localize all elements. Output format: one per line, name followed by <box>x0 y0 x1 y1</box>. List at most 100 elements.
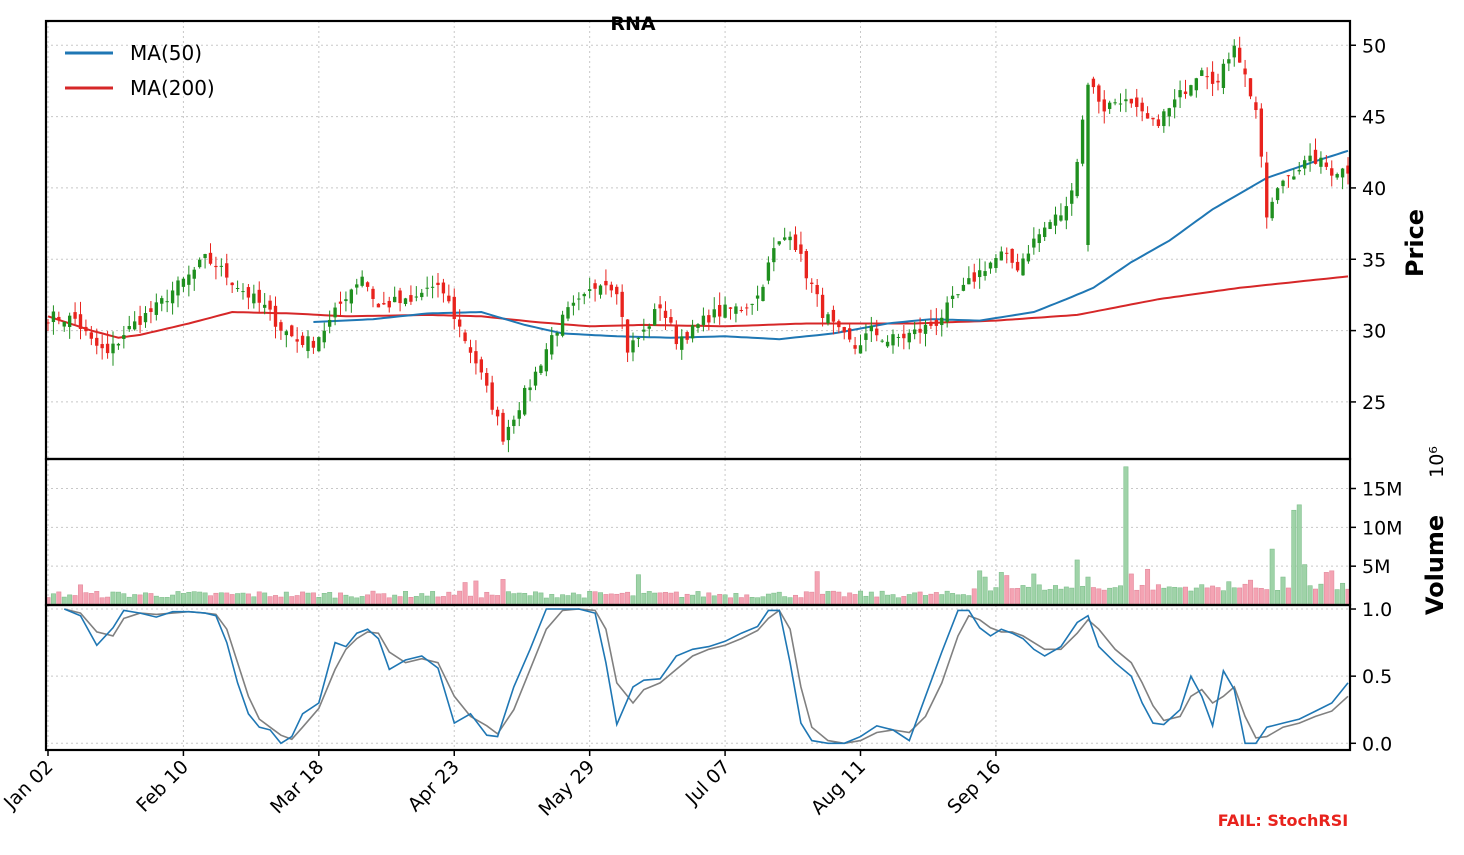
volume-bar <box>933 592 939 606</box>
volume-bar <box>1155 584 1161 606</box>
candle <box>214 256 218 280</box>
volume-bar <box>170 594 176 606</box>
legend-label-ma200: MA(200) <box>130 76 215 100</box>
candle <box>127 315 131 332</box>
volume-bar <box>446 591 452 606</box>
candle <box>945 296 949 328</box>
candle <box>57 311 61 325</box>
candle-body <box>577 298 581 300</box>
volume-bar <box>316 597 322 606</box>
volume-bar <box>625 591 631 606</box>
candle-body <box>1302 160 1307 169</box>
candle-body <box>815 284 819 295</box>
candle-body <box>858 345 863 354</box>
volume-bar <box>684 593 690 606</box>
volume-bar <box>413 596 419 606</box>
volume-bar <box>229 594 235 606</box>
volume-bar <box>294 595 300 606</box>
candle <box>290 324 294 338</box>
candle-body <box>365 282 370 287</box>
candle <box>788 231 792 251</box>
candle-body <box>988 262 993 269</box>
candle <box>51 305 56 335</box>
volume-bar <box>977 570 983 606</box>
candle <box>560 310 565 338</box>
candle-body <box>322 330 326 343</box>
price-tick-label: 35 <box>1362 249 1386 271</box>
candle <box>837 319 841 334</box>
candle-body <box>885 341 890 347</box>
volume-bar <box>1139 584 1145 606</box>
date-tick-label: Jul 07 <box>681 756 735 810</box>
candle-body <box>902 333 906 339</box>
axis-layer: 25 30 35 40 45 50 5M 10M 15M 0.0 0.5 1.0 Jan 02 Feb 1… <box>0 35 1403 820</box>
volume-bar <box>343 594 349 606</box>
volume-bar <box>1118 585 1123 606</box>
volume-bar <box>424 595 430 606</box>
candle-body <box>912 329 917 335</box>
candle-body <box>203 254 207 259</box>
volume-bar <box>1025 586 1031 606</box>
candle <box>842 326 846 340</box>
price-tick-label: 50 <box>1362 35 1386 57</box>
candle-body <box>717 305 722 317</box>
candle <box>1135 88 1139 117</box>
candle-body <box>923 324 928 334</box>
candle <box>273 296 278 339</box>
candle-body <box>279 322 283 331</box>
volume-bar <box>310 592 316 606</box>
candle-body <box>1232 45 1236 58</box>
candle-body <box>306 336 310 352</box>
volume-bar <box>110 591 116 606</box>
volume-bar <box>1285 587 1291 606</box>
candle <box>815 279 819 307</box>
volume-bar <box>153 595 159 606</box>
candle-body <box>230 282 234 286</box>
candle-body <box>67 315 72 328</box>
volume-bar <box>576 594 582 606</box>
volume-bar <box>67 594 73 606</box>
candle-body <box>176 280 180 296</box>
candle-body <box>961 284 966 291</box>
volume-bar <box>592 591 598 606</box>
volume-bar <box>365 594 371 606</box>
volume-bar <box>137 594 143 606</box>
candle <box>474 340 478 375</box>
candle <box>501 409 505 445</box>
candle <box>463 329 467 344</box>
candle-body <box>46 322 50 324</box>
candle-body <box>62 321 66 327</box>
volume-bar <box>208 595 213 606</box>
volume-bar <box>489 594 495 606</box>
candle <box>1259 103 1264 168</box>
candle-body <box>181 278 186 287</box>
candle <box>230 282 234 293</box>
candle-body <box>1032 238 1036 248</box>
volume-bar <box>1166 586 1172 606</box>
candle-body <box>1237 47 1242 63</box>
candle-body <box>235 288 240 290</box>
volume-bar <box>1053 585 1058 606</box>
volume-bar <box>83 592 89 606</box>
candle-body <box>474 351 478 364</box>
candle-body <box>225 263 229 278</box>
candle-body <box>571 302 576 306</box>
candle-body <box>1091 78 1096 88</box>
volume-bar <box>61 596 67 606</box>
candle <box>723 296 727 319</box>
volume-bar <box>359 596 365 606</box>
stoch-tick-label: 1.0 <box>1362 599 1392 621</box>
candle-body <box>842 327 846 333</box>
candle-body <box>241 291 245 293</box>
candle-body <box>1080 119 1085 164</box>
candle-body <box>105 343 110 354</box>
candle-body <box>517 410 521 419</box>
candle <box>1091 76 1096 94</box>
candle <box>317 336 321 352</box>
candle-body <box>755 295 760 299</box>
candle <box>490 375 494 415</box>
candle-body <box>642 329 646 332</box>
candle <box>360 270 364 288</box>
volume-bar <box>538 592 544 606</box>
candle <box>1189 84 1193 97</box>
